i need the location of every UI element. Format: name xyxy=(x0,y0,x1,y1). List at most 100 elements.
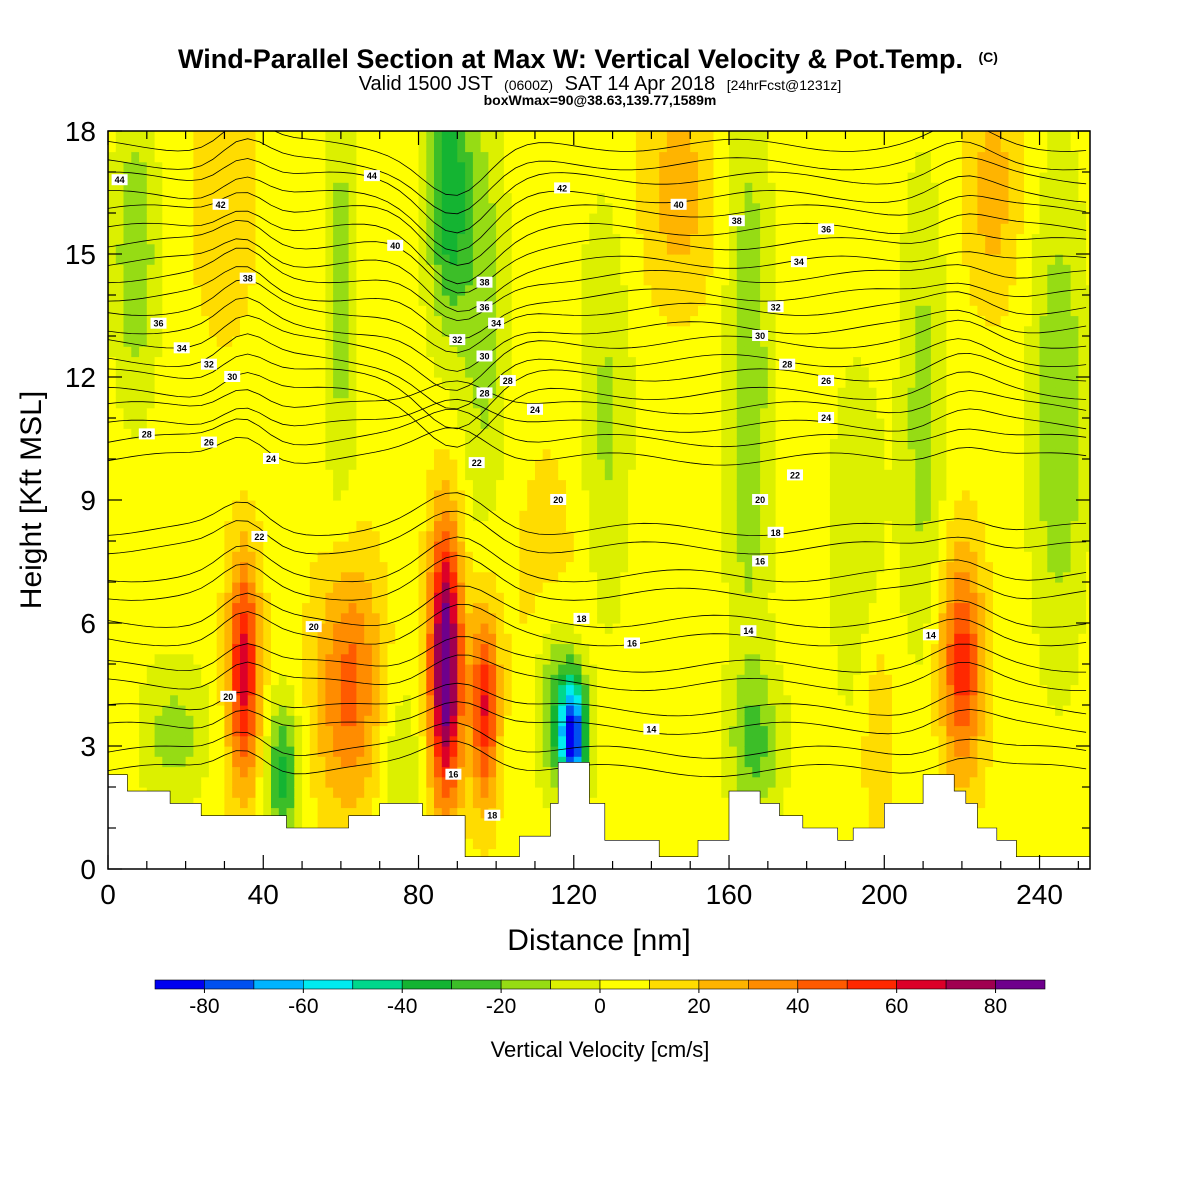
w-cell xyxy=(550,438,559,450)
w-cell xyxy=(597,459,606,470)
w-cell xyxy=(123,274,132,286)
w-cell xyxy=(170,694,179,706)
w-cell xyxy=(488,448,497,460)
w-cell xyxy=(519,202,528,214)
w-cell xyxy=(612,653,621,665)
w-cell xyxy=(449,202,458,214)
w-cell xyxy=(535,284,544,296)
w-cell xyxy=(208,151,218,163)
w-cell xyxy=(558,674,567,686)
w-cell xyxy=(418,366,427,378)
w-cell xyxy=(348,264,357,276)
w-cell xyxy=(418,756,427,768)
w-cell xyxy=(325,787,334,798)
w-cell xyxy=(108,633,117,645)
w-cell xyxy=(185,264,194,276)
w-cell xyxy=(403,715,412,727)
w-cell xyxy=(527,684,536,696)
w-cell xyxy=(201,551,210,563)
w-cell xyxy=(286,325,295,337)
w-cell xyxy=(465,756,474,768)
w-cell xyxy=(146,172,156,183)
w-cell xyxy=(527,233,536,245)
w-cell xyxy=(527,182,536,194)
w-cell xyxy=(604,407,614,419)
w-cell xyxy=(457,325,466,337)
w-cell xyxy=(597,776,606,788)
w-cell xyxy=(185,254,194,265)
w-cell xyxy=(550,325,559,337)
w-cell xyxy=(356,192,365,204)
w-cell xyxy=(216,735,226,747)
w-cell xyxy=(193,315,202,327)
w-cell xyxy=(387,797,396,809)
w-cell xyxy=(472,705,482,716)
w-cell xyxy=(434,305,443,317)
w-cell xyxy=(123,592,132,604)
w-cell xyxy=(232,459,241,470)
w-cell xyxy=(123,633,132,645)
w-cell xyxy=(511,151,521,163)
w-cell xyxy=(550,264,559,276)
w-cell xyxy=(434,807,443,819)
w-cell xyxy=(216,633,226,645)
w-cell xyxy=(628,705,637,716)
w-cell xyxy=(208,705,218,716)
w-cell xyxy=(170,141,179,153)
w-cell xyxy=(294,305,303,317)
w-cell xyxy=(302,233,311,245)
w-cell xyxy=(457,264,466,276)
w-cell xyxy=(131,233,140,245)
w-cell xyxy=(542,602,552,614)
w-cell xyxy=(395,295,404,306)
w-cell xyxy=(286,776,295,788)
w-cell xyxy=(139,746,148,757)
w-cell xyxy=(193,500,202,511)
w-cell xyxy=(480,776,489,788)
w-cell xyxy=(535,694,544,706)
w-cell xyxy=(635,592,645,604)
w-cell xyxy=(519,387,528,399)
w-cell xyxy=(604,315,614,327)
w-cell xyxy=(379,551,389,563)
w-cell xyxy=(325,315,334,327)
w-cell xyxy=(449,551,458,563)
w-cell xyxy=(597,551,606,563)
w-cell xyxy=(527,448,536,460)
w-cell xyxy=(511,264,521,276)
w-cell xyxy=(620,489,629,501)
w-cell xyxy=(542,571,552,583)
w-cell xyxy=(434,448,443,460)
w-cell xyxy=(278,407,288,419)
w-cell xyxy=(496,756,505,768)
w-cell xyxy=(581,653,590,665)
w-cell xyxy=(581,346,590,358)
w-cell xyxy=(387,766,396,778)
w-cell xyxy=(410,633,420,645)
w-cell xyxy=(170,356,179,368)
w-cell xyxy=(302,479,311,491)
w-cell xyxy=(115,315,125,327)
w-cell xyxy=(177,571,187,583)
w-cell xyxy=(271,377,280,388)
w-cell xyxy=(480,551,489,563)
w-cell xyxy=(480,489,489,501)
w-cell xyxy=(317,694,326,706)
w-cell xyxy=(247,407,257,419)
w-cell xyxy=(527,807,536,819)
w-cell xyxy=(434,366,443,378)
w-cell xyxy=(154,151,163,163)
w-cell xyxy=(643,746,652,757)
w-cell xyxy=(240,602,249,614)
w-cell xyxy=(488,264,497,276)
w-cell xyxy=(201,582,210,593)
w-cell xyxy=(620,469,629,481)
w-cell xyxy=(317,725,326,737)
w-cell xyxy=(340,448,350,460)
w-cell xyxy=(185,541,194,552)
w-cell xyxy=(620,346,629,358)
w-cell xyxy=(224,530,233,542)
w-cell xyxy=(604,694,614,706)
w-cell xyxy=(581,233,590,245)
w-cell xyxy=(123,746,132,757)
